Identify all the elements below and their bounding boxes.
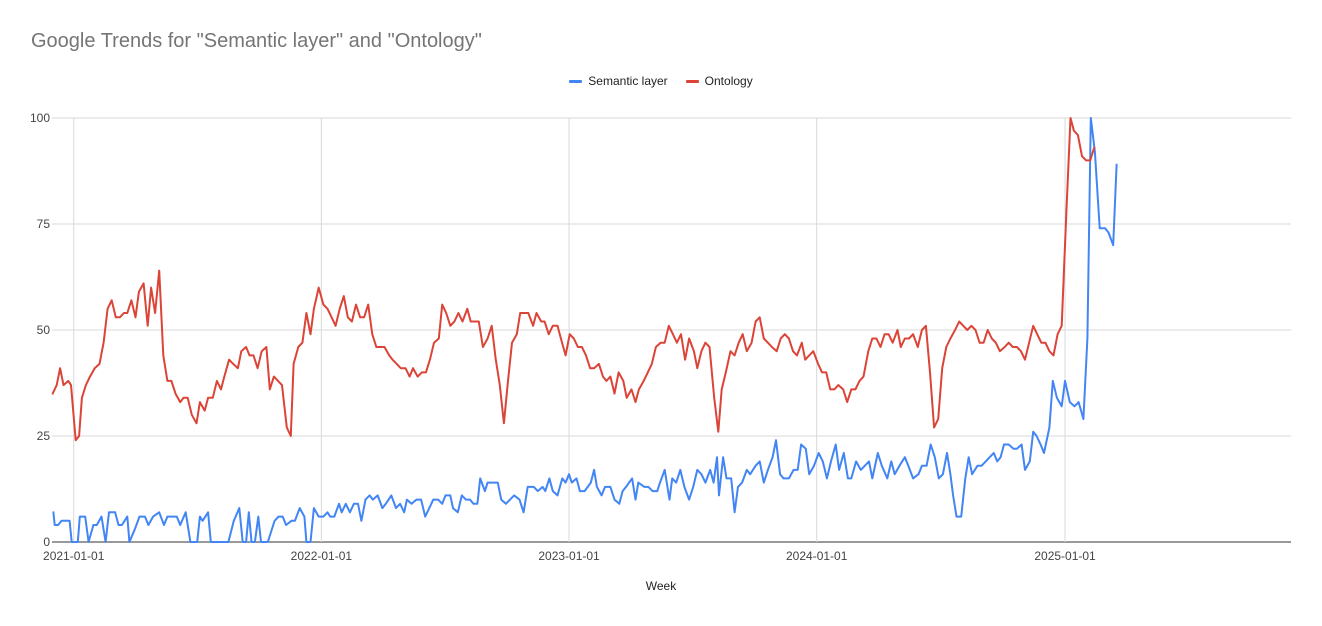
series-line-ontology xyxy=(51,117,1096,442)
x-tick-label-4: 2025-01-01 xyxy=(1034,549,1096,563)
series-line-semantic-layer xyxy=(52,117,1118,543)
legend-label-semantic-layer: Semantic layer xyxy=(588,74,668,88)
legend-item-ontology[interactable]: Ontology xyxy=(685,74,753,88)
legend-item-semantic-layer[interactable]: Semantic layer xyxy=(569,74,668,88)
x-tick-label-0: 2021-01-01 xyxy=(43,549,105,563)
legend-swatch-ontology xyxy=(685,79,699,83)
y-tick-label-0: 0 xyxy=(43,535,50,549)
legend-swatch-semantic-layer xyxy=(569,79,583,83)
x-tick-label-2: 2023-01-01 xyxy=(538,549,600,563)
y-tick-label-100: 100 xyxy=(30,111,50,125)
x-tick-label-3: 2024-01-01 xyxy=(786,549,848,563)
x-tick-label-1: 2022-01-01 xyxy=(291,549,353,563)
y-tick-label-75: 75 xyxy=(37,217,51,231)
chart-title: Google Trends for "Semantic layer" and "… xyxy=(31,30,482,52)
chart-legend: Semantic layer Ontology xyxy=(0,74,1322,88)
y-tick-label-50: 50 xyxy=(37,323,51,337)
legend-label-ontology: Ontology xyxy=(704,74,753,88)
y-tick-label-25: 25 xyxy=(37,429,51,443)
x-axis-label: Week xyxy=(645,579,677,593)
